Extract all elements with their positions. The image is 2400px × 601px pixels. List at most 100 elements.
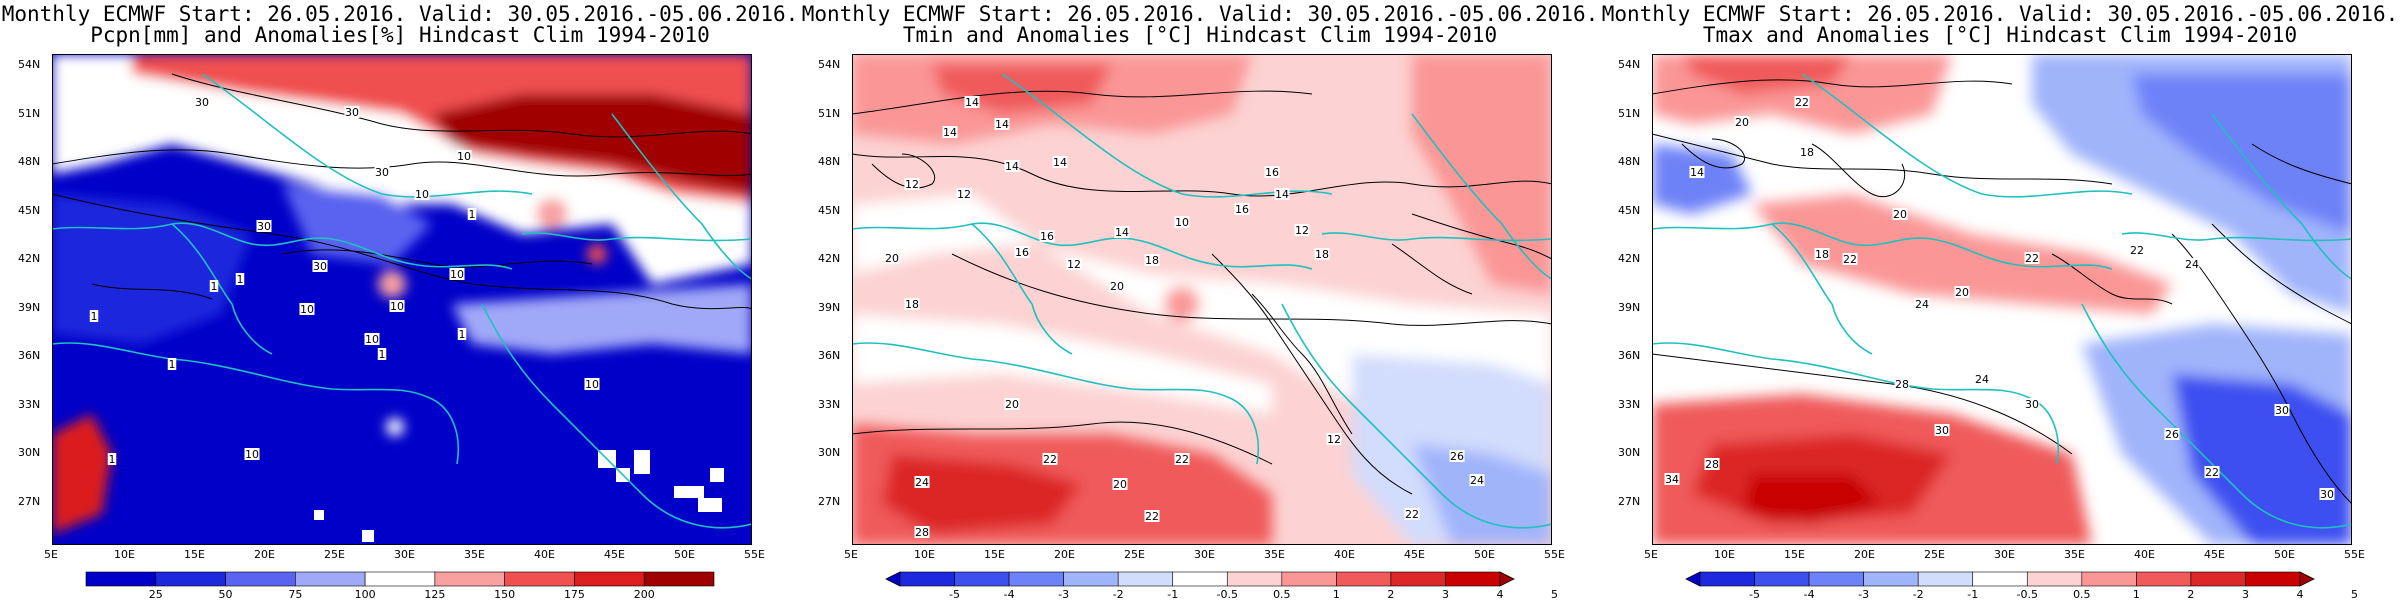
panel-title-line1: Monthly ECMWF Start: 26.05.2016. Valid: … — [1, 2, 799, 26]
lon-tick-label: 30E — [1194, 548, 1215, 561]
lat-tick-label: 45N — [18, 203, 41, 217]
contour-label: 22 — [2130, 244, 2144, 257]
contour-label-bg — [457, 328, 467, 340]
contour-label: 14 — [1690, 166, 1704, 179]
lon-tick-label: 40E — [1334, 548, 1355, 561]
contour-label-bg — [1704, 458, 1720, 470]
lon-tick-label: 20E — [254, 548, 275, 561]
colorbar-tick-label: -0.5 — [2016, 588, 2038, 601]
precip-mid-blue-west — [52, 194, 252, 344]
colorbar-tick-label: -0.5 — [1216, 588, 1238, 601]
contour-label: 12 — [1295, 224, 1309, 237]
contour-label-bg — [364, 333, 380, 345]
contour-label: 30 — [1935, 424, 1949, 437]
contour-label-bg — [1814, 248, 1830, 260]
lon-tick-label: 30E — [394, 548, 415, 561]
precip-extreme-anomaly-east — [432, 94, 752, 194]
contour-label-bg — [1144, 510, 1160, 522]
contour-label: 30 — [345, 106, 359, 119]
lon-tick-label: 15E — [184, 548, 205, 561]
contour-label-bg — [2184, 258, 2200, 270]
contour-label-bg — [1794, 96, 1810, 108]
colorbar-precipitation — [85, 571, 715, 587]
panel-title-line1: Monthly ECMWF Start: 26.05.2016. Valid: … — [801, 2, 1599, 26]
colorbar-swatch — [1754, 571, 1810, 587]
contour-label: 22 — [1795, 96, 1809, 109]
contour-label-bg — [1734, 116, 1750, 128]
colorbar-swatch — [1172, 571, 1228, 587]
contour-label: 24 — [915, 476, 929, 489]
coastlines — [1652, 73, 2352, 529]
contour-label: 20 — [885, 252, 899, 265]
contour-label: 28 — [1895, 378, 1909, 391]
contour-label: 14 — [1115, 226, 1129, 239]
lon-tick-label: 10E — [1714, 548, 1735, 561]
contour-label: 24 — [2185, 258, 2199, 271]
colorbar-tmax — [1685, 571, 2315, 587]
colorbar-swatch — [85, 571, 157, 587]
contour-label-bg — [1066, 258, 1082, 270]
contour-label-bg — [942, 126, 958, 138]
contour-label-bg — [2129, 244, 2145, 256]
contour-label: 20 — [1113, 478, 1127, 491]
contour-label: 10 — [457, 150, 471, 163]
lon-tick-label: 10E — [914, 548, 935, 561]
contour-label-bg — [235, 273, 245, 285]
lon-tick-label: 40E — [2134, 548, 2155, 561]
lon-tick-label: 35E — [464, 548, 485, 561]
colorbar-tick-label: -4 — [1003, 588, 1015, 601]
lat-tick-label: 51N — [818, 106, 841, 120]
contour-label-bg — [89, 310, 99, 322]
colorbar-low-triangle — [885, 571, 901, 587]
contour-label-bg — [2319, 488, 2335, 500]
colorbar-tick-label: 100 — [354, 588, 376, 601]
contour-label: 14 — [1005, 160, 1019, 173]
contour-label-bg — [377, 348, 387, 360]
colorbar-high-triangle — [2299, 571, 2315, 587]
lon-tick-label: 5E — [1644, 548, 1658, 561]
lat-tick-label: 27N — [18, 495, 41, 508]
contour-label: 34 — [1665, 473, 1679, 486]
contour-label: 20 — [1735, 116, 1749, 129]
colorbar-tick-label: 150 — [494, 588, 516, 601]
contour-label: 22 — [1843, 253, 1857, 266]
colorbar-tick-label: -2 — [1912, 588, 1924, 601]
lon-tick-label: 15E — [1784, 548, 1805, 561]
contour-label-bg — [2204, 466, 2220, 478]
contour-label-bg — [964, 96, 980, 108]
colorbar-tick-label: -5 — [949, 588, 961, 601]
contour-label-bg — [344, 106, 360, 118]
contour-label: 1 — [379, 348, 386, 361]
contour-label-bg — [1144, 254, 1160, 266]
colorbar-swatch — [1699, 571, 1755, 587]
contour-label-bg — [1934, 424, 1950, 436]
colorbar-tick-label: 1 — [2132, 588, 2140, 601]
contour-label-bg — [1174, 216, 1190, 228]
colorbar-tick-label: 5 — [1551, 588, 1559, 601]
contour-label-bg — [2164, 428, 2180, 440]
lat-tick-label: 51N — [18, 106, 41, 120]
panel-title-line2: Pcpn[mm] and Anomalies[%] Hindcast Clim … — [90, 23, 710, 47]
contour-label-bg — [1404, 508, 1420, 520]
colorbar-tick-label: 25 — [148, 588, 163, 601]
colorbar-swatch — [1117, 571, 1174, 587]
colorbar-swatch — [899, 571, 955, 587]
lat-tick-label: 27N — [818, 495, 841, 508]
contour-label: 1 — [169, 358, 176, 371]
panel-tmax: Monthly ECMWF Start: 26.05.2016. Valid: … — [1600, 0, 2400, 601]
lon-tick-label: 50E — [674, 548, 695, 561]
colorbar-tick-label: -2 — [1112, 588, 1124, 601]
colorbar-tick-label: 125 — [424, 588, 446, 601]
colorbar-swatch — [1390, 571, 1446, 587]
colorbar-tick-label: 3 — [2241, 588, 2249, 601]
contour-label-bg — [1974, 373, 1990, 385]
map-precipitation: 30 30 30 10 10 30 30 1 10 10 1 10 1 10 1 1 10 10 1 1 1 — [52, 54, 752, 545]
lat-tick-label: 30N — [18, 446, 41, 460]
contour-label-bg — [1039, 230, 1055, 242]
contour-label-bg — [2274, 404, 2290, 416]
contour-label-bg — [299, 303, 315, 315]
lon-tick-label: 55E — [744, 548, 765, 561]
contour-label-bg — [2024, 398, 2040, 410]
lon-tick-label: 35E — [1264, 548, 1285, 561]
contour-label: 28 — [1705, 458, 1719, 471]
